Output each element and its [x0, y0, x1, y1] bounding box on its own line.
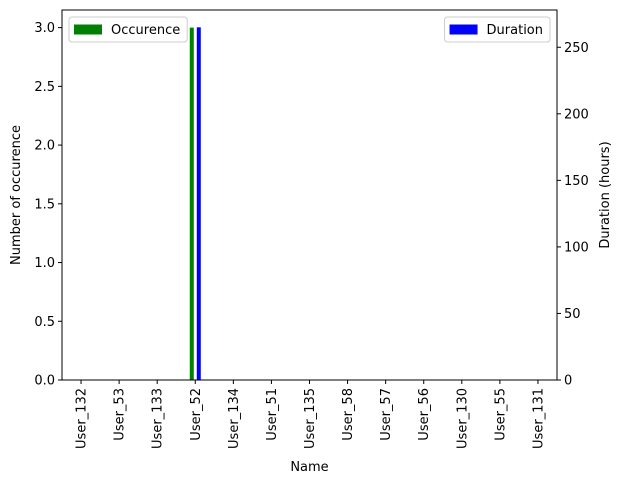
left-y-axis-label: Number of occurence	[9, 125, 24, 265]
right-y-axis-label: Duration (hours)	[598, 141, 613, 248]
x-tick-label: User_132	[75, 388, 90, 449]
right-y-axis: 0 50 100 150 200 250	[557, 41, 589, 389]
legend-duration: Duration	[444, 16, 551, 43]
legend-label-occurence: Occurence	[111, 23, 180, 38]
x-axis: User_132 User_53 User_133 User_52 User_134 Us…	[75, 380, 546, 449]
x-tick-label: User_52	[189, 388, 204, 441]
occurence-bars	[189, 27, 194, 380]
left-y-tick-label: 1.5	[34, 197, 55, 212]
x-tick-label: User_133	[151, 388, 166, 449]
left-y-tick-label: 1.0	[34, 256, 55, 271]
right-y-tick-label: 50	[564, 307, 581, 322]
left-y-tick-label: 2.0	[34, 139, 55, 154]
left-y-tick-label: 3.0	[34, 21, 55, 36]
legend-swatch-duration	[449, 24, 478, 35]
x-tick-label: User_55	[493, 388, 508, 441]
right-y-tick-label: 0	[564, 374, 572, 389]
right-y-tick-label: 150	[564, 174, 589, 189]
x-tick-label: User_134	[227, 388, 242, 449]
x-tick-label: User_51	[265, 388, 280, 441]
x-tick-label: User_130	[455, 388, 470, 449]
x-tick-label: User_135	[303, 388, 318, 449]
legend-occurence: Occurence	[68, 16, 188, 43]
duration-bars	[196, 27, 201, 381]
right-y-tick-label: 200	[564, 107, 589, 122]
left-y-tick-label: 0.5	[34, 315, 55, 330]
x-axis-label: Name	[290, 460, 328, 475]
plot-frame	[61, 9, 558, 381]
left-y-axis: 0.0 0.5 1.0 1.5 2.0 2.5 3.0	[34, 21, 62, 389]
x-tick-label: User_58	[341, 388, 356, 441]
x-tick-label: User_56	[417, 388, 432, 441]
x-tick-label: User_57	[379, 388, 394, 441]
right-y-tick-label: 100	[564, 240, 589, 255]
legend-swatch-occurence	[74, 24, 102, 35]
bar-duration-User_52	[196, 27, 201, 381]
right-y-tick-label: 250	[564, 41, 589, 56]
left-y-tick-label: 2.5	[34, 80, 55, 95]
x-tick-label: User_131	[531, 388, 546, 449]
left-y-tick-label: 0.0	[34, 374, 55, 389]
x-tick-label: User_53	[113, 388, 128, 441]
bar-occurence-User_52	[189, 27, 194, 380]
legend-label-duration: Duration	[487, 23, 543, 38]
